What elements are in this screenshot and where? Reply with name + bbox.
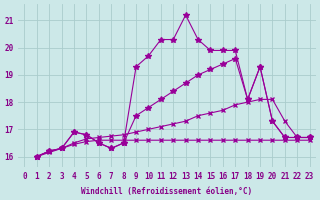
X-axis label: Windchill (Refroidissement éolien,°C): Windchill (Refroidissement éolien,°C) <box>82 187 252 196</box>
